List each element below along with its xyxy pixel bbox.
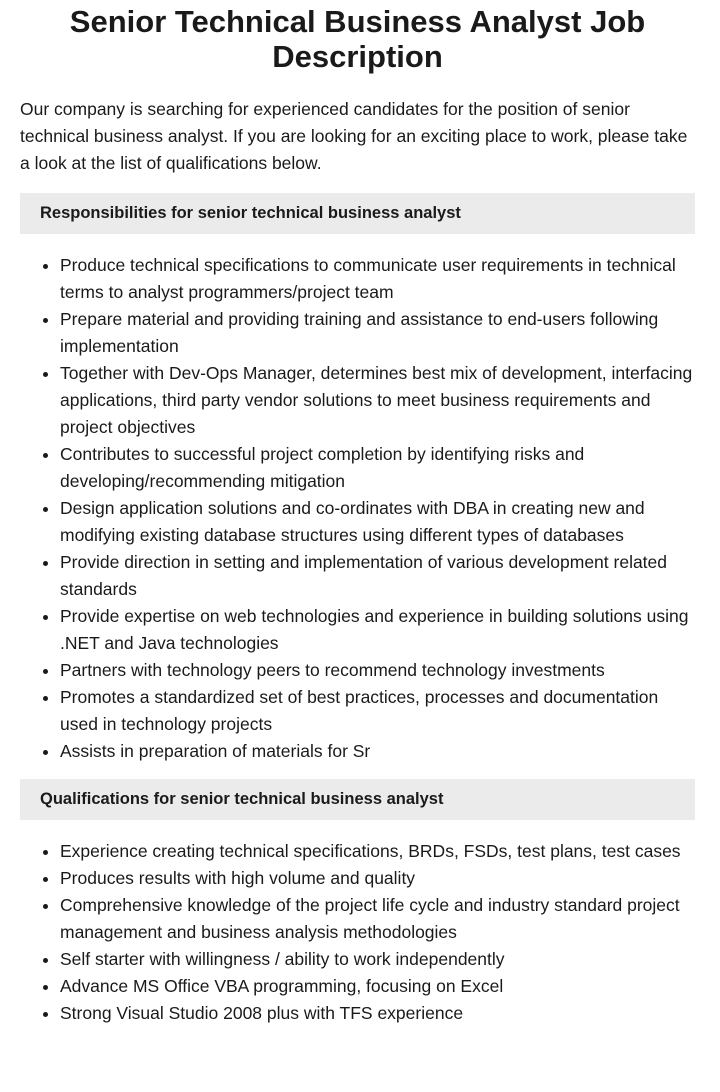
page-title: Senior Technical Business Analyst Job De… — [69, 4, 646, 74]
section-list: Produce technical specifications to comm… — [20, 252, 695, 765]
list-item: Design application solutions and co-ordi… — [60, 495, 695, 549]
section-list: Experience creating technical specificat… — [20, 838, 695, 1027]
list-item: Together with Dev-Ops Manager, determine… — [60, 360, 695, 441]
list-item: Provide expertise on web technologies an… — [60, 603, 695, 657]
list-item: Provide direction in setting and impleme… — [60, 549, 695, 603]
list-item: Comprehensive knowledge of the project l… — [60, 892, 695, 946]
list-item: Experience creating technical specificat… — [60, 838, 695, 865]
section-heading: Responsibilities for senior technical bu… — [20, 193, 695, 234]
job-description: Senior Technical Business Analyst Job De… — [0, 4, 720, 1027]
list-item: Produce technical specifications to comm… — [60, 252, 695, 306]
list-item: Produces results with high volume and qu… — [60, 865, 695, 892]
list-item: Strong Visual Studio 2008 plus with TFS … — [60, 1000, 695, 1027]
list-item: Advance MS Office VBA programming, focus… — [60, 973, 695, 1000]
section-heading: Qualifications for senior technical busi… — [20, 779, 695, 820]
list-item: Promotes a standardized set of best prac… — [60, 684, 695, 738]
list-item: Prepare material and providing training … — [60, 306, 695, 360]
list-item: Contributes to successful project comple… — [60, 441, 695, 495]
list-item: Self starter with willingness / ability … — [60, 946, 695, 973]
intro-text: Our company is searching for experienced… — [20, 99, 688, 173]
list-item: Partners with technology peers to recomm… — [60, 657, 695, 684]
list-item: Assists in preparation of materials for … — [60, 738, 695, 765]
